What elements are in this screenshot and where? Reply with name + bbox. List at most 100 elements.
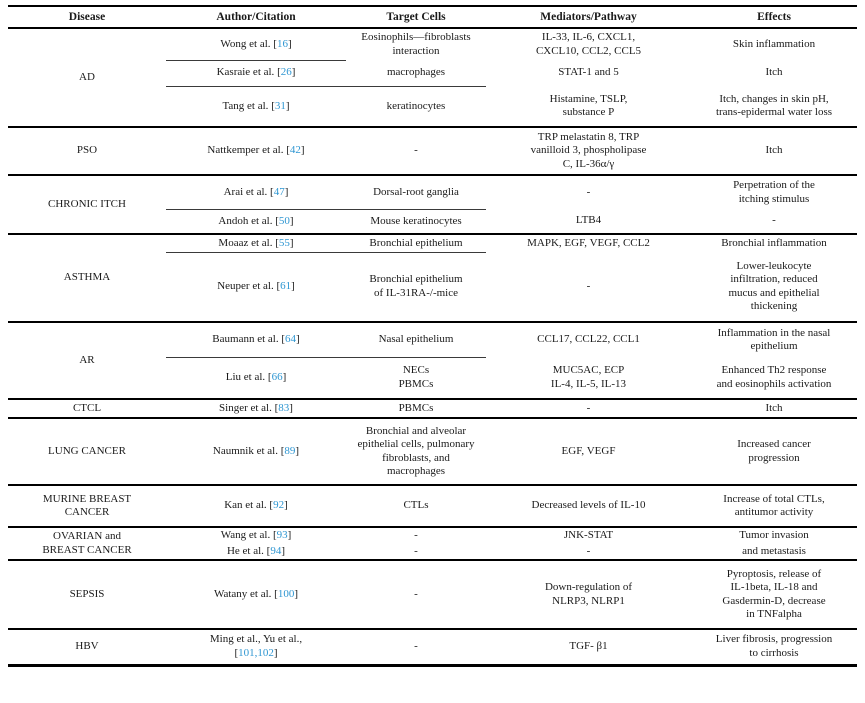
column-header-effects: Effects <box>691 6 857 29</box>
table-row: ASTHMA Moaaz et al. [55] Bronchial epithel… <box>8 233 857 322</box>
author-cell: Ming et al., Yu et al., [101,102] <box>166 628 346 665</box>
author-cell: Neuper et al. [61] <box>217 280 295 292</box>
disease-cell: LUNG CANCER <box>8 417 166 485</box>
author-cell: Singer et al. [83] <box>166 398 346 418</box>
citation-ref[interactable]: 50 <box>278 214 290 227</box>
mediators-cell: LTB4 <box>575 214 602 227</box>
citation-ref[interactable]: 31 <box>274 99 286 112</box>
effects-cell: Inflammation in the nasal epithelium <box>691 321 857 357</box>
effects-cell: Increase of total CTLs, antitumor activit… <box>691 484 857 527</box>
disease-cell: SEPSIS <box>8 559 166 629</box>
citation-ref[interactable]: 100 <box>277 587 295 600</box>
mediators-cell: - <box>586 279 591 292</box>
target-cells-cell: - <box>346 526 486 544</box>
effects-cell: Increased cancer progression <box>691 417 857 485</box>
effects-cell: Bronchial inflammation <box>691 233 857 252</box>
table-row: MURINE BREAST CANCER Kan et al. [92] CTLs De… <box>8 484 857 527</box>
disease-cell: PSO <box>8 126 166 175</box>
author-cell: Wong et al. [16] <box>166 27 346 61</box>
review-table: Disease Author/Citation Target Cells Mediat… <box>8 5 857 667</box>
table-row: He et al. [94] - - and metastasis <box>8 544 857 561</box>
table-row: LUNG CANCER Naumnik et al. [89] Bronchial … <box>8 417 857 485</box>
mediators-cell: IL-33, IL-6, CXCL1, CXCL10, CCL2, CCL5 <box>486 27 691 60</box>
author-cell: Liu et al. [66] <box>225 371 287 383</box>
mediators-cell: TGF- β1 <box>486 628 691 665</box>
target-cells-cell: - <box>346 126 486 175</box>
effects-cell: Perpetration of the itching stimulus <box>691 174 857 209</box>
header-row: Disease Author/Citation Target Cells Mediat… <box>8 6 857 29</box>
mediators-cell: EGF, VEGF <box>486 417 691 485</box>
table-row: SEPSIS Watany et al. [100] - Down-regulatio… <box>8 559 857 629</box>
target-cells-cell: Mouse keratinocytes <box>370 214 462 227</box>
author-cell: Naumnik et al. [89] <box>166 417 346 485</box>
mediators-cell: Histamine, TSLP, substance P <box>549 92 628 119</box>
table-row: Andoh et al. [50] Mouse keratinocytes LTB4… <box>8 209 857 234</box>
mediators-cell: STAT-1 and 5 <box>558 66 619 79</box>
mediators-cell: JNK-STAT <box>486 526 691 544</box>
citation-ref[interactable]: 93 <box>276 529 288 541</box>
citation-ref[interactable]: 94 <box>270 544 282 557</box>
table-row: AR Baumann et al. [64] Nasal epithelium CCL… <box>8 321 857 399</box>
author-cell: Baumann et al. [64] <box>166 321 346 358</box>
effects-cell: Itch <box>691 126 857 175</box>
table-row: Kasraie et al. [26] macrophages STAT-1 and… <box>8 60 857 87</box>
citation-ref[interactable]: 89 <box>284 444 296 457</box>
target-cells-cell: Dorsal-root ganglia <box>346 174 486 210</box>
disease-cell: HBV <box>8 628 166 665</box>
table-row: Tang et al. [31] keratinocytes Histamine, … <box>8 86 857 127</box>
target-cells-cell: PBMCs <box>346 398 486 418</box>
target-cells-cell: - <box>346 628 486 665</box>
disease-cell: MURINE BREAST CANCER <box>8 484 166 527</box>
effects-cell: Liver fibrosis, progression to cirrhosis <box>691 628 857 665</box>
citation-ref[interactable]: 101,102 <box>238 646 274 659</box>
effects-cell: Itch <box>691 398 857 418</box>
author-cell: Tang et al. [31] <box>222 99 290 112</box>
effects-cell: Enhanced Th2 response and eosinophils act… <box>716 364 832 390</box>
target-cells-cell: NECs PBMCs <box>398 364 434 390</box>
target-cells-cell: keratinocytes <box>386 99 446 112</box>
effects-cell: Itch, changes in skin pH, trans-epidermal… <box>715 92 833 119</box>
citation-ref[interactable]: 47 <box>273 185 285 198</box>
citation-ref[interactable]: 64 <box>285 333 297 345</box>
disease-cell: CTCL <box>8 398 166 418</box>
effects-cell: - <box>772 214 776 227</box>
target-cells-cell: Bronchial and alveolar epithelial cells, … <box>346 417 486 485</box>
author-cell: Kasraie et al. [26] <box>166 60 346 87</box>
disease-cell: OVARIAN and BREAST CANCER <box>8 526 166 560</box>
author-cell: He et al. [94] <box>226 544 286 557</box>
column-header-author-citation: Author/Citation <box>166 6 346 29</box>
target-cells-cell: Nasal epithelium <box>346 321 486 358</box>
author-cell: Nattkemper et al. [42] <box>166 126 346 175</box>
author-cell: Andoh et al. [50] <box>218 214 294 227</box>
table-row: CTCL Singer et al. [83] PBMCs - Itch <box>8 398 857 418</box>
citation-ref[interactable]: 42 <box>289 144 301 157</box>
effects-cell: Pyroptosis, release of IL-1beta, IL-18 an… <box>691 559 857 629</box>
citation-ref[interactable]: 66 <box>271 371 283 383</box>
effects-cell: Tumor invasion <box>691 526 857 544</box>
citation-ref[interactable]: 26 <box>280 66 292 79</box>
author-cell: Kan et al. [92] <box>166 484 346 527</box>
author-cell: Wang et al. [93] <box>166 526 346 544</box>
table-row: HBV Ming et al., Yu et al., [101,102] - TGF-… <box>8 628 857 665</box>
mediators-cell: TRP melastatin 8, TRP vanilloid 3, phosph… <box>486 126 691 175</box>
column-header-disease: Disease <box>8 6 166 29</box>
mediators-cell: MAPK, EGF, VEGF, CCL2 <box>486 233 691 252</box>
author-cell: Arai et al. [47] <box>166 174 346 210</box>
citation-ref[interactable]: 55 <box>278 236 290 249</box>
disease-cell: AD <box>8 27 166 127</box>
column-header-target-cells: Target Cells <box>346 6 486 29</box>
citation-ref[interactable]: 61 <box>280 280 292 292</box>
target-cells-cell: CTLs <box>346 484 486 527</box>
author-cell: Watany et al. [100] <box>166 559 346 629</box>
mediators-cell: Down-regulation of NLRP3, NLRP1 <box>486 559 691 629</box>
mediators-cell: - <box>486 174 691 209</box>
mediators-cell: CCL17, CCL22, CCL1 <box>486 321 691 357</box>
citation-ref[interactable]: 83 <box>278 401 290 414</box>
citation-ref[interactable]: 92 <box>273 499 285 512</box>
mediators-cell: MUC5AC, ECP IL-4, IL-5, IL-13 <box>550 364 627 390</box>
column-header-mediators-pathway: Mediators/Pathway <box>486 6 691 29</box>
disease-cell: ASTHMA <box>8 233 166 322</box>
citation-ref[interactable]: 16 <box>276 37 288 50</box>
mediators-cell: - <box>586 544 591 557</box>
